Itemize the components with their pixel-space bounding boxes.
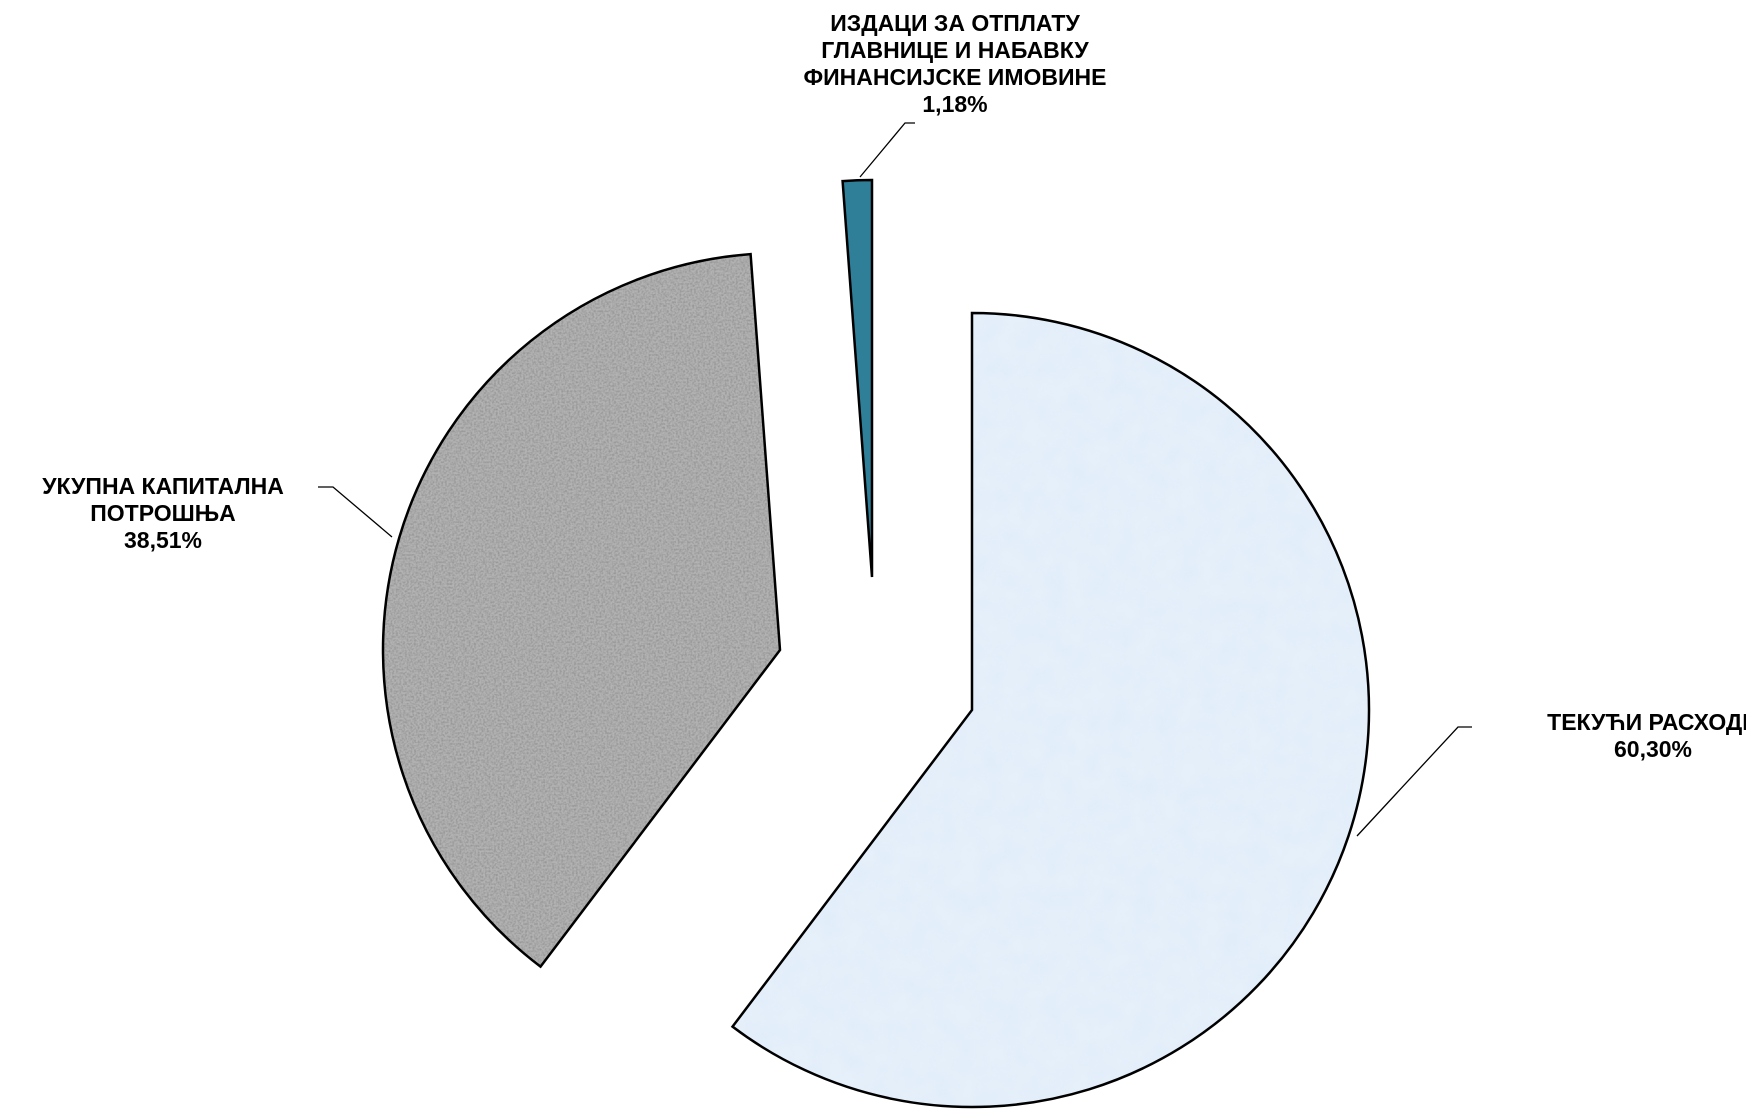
slice-label-line: ФИНАНСИЈСКЕ ИМОВИНЕ <box>804 64 1107 90</box>
slice-tekuci-rashodi <box>730 311 1371 1109</box>
slice-label: ТЕКУЋИ РАСХОДИ 60,30% <box>1547 709 1746 762</box>
slice-ukupna-kapitalna-potrosnja <box>381 252 782 969</box>
slice-label-line: ТЕКУЋИ РАСХОДИ <box>1547 709 1746 735</box>
leader-line <box>1356 726 1472 837</box>
leader-line <box>318 486 393 538</box>
slice-label-line: ПОТРОШЊА <box>90 500 236 526</box>
slice-value-label: 60,30% <box>1614 736 1692 762</box>
slice-label-line: ИЗДАЦИ ЗА ОТПЛАТУ <box>830 10 1080 36</box>
slice-izdaci-za-otplatu <box>841 178 874 578</box>
slice-value-label: 38,51% <box>124 527 202 553</box>
slice-label: УКУПНА КАПИТАЛНА ПОТРОШЊА 38,51% <box>42 473 284 553</box>
slice-label-line: ГЛАВНИЦЕ И НАБАВКУ <box>821 37 1089 63</box>
slice-value-label: 1,18% <box>922 91 987 117</box>
slice-label-line: УКУПНА КАПИТАЛНА <box>42 473 284 499</box>
slice-label: ИЗДАЦИ ЗА ОТПЛАТУ ГЛАВНИЦЕ И НАБАВКУ ФИНАН… <box>804 10 1107 117</box>
leader-line <box>859 122 915 178</box>
